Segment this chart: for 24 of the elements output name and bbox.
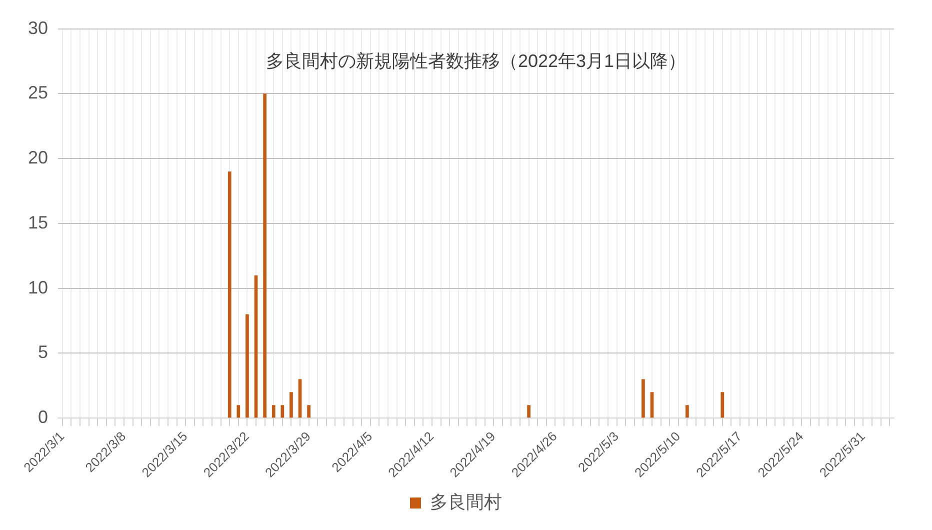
y-tick-label: 10 — [28, 277, 48, 298]
bar — [290, 392, 293, 418]
bar — [527, 405, 530, 418]
bar — [298, 379, 302, 418]
legend-label: 多良間村 — [430, 492, 502, 512]
y-tick-label: 25 — [28, 82, 48, 103]
y-tick-label: 20 — [28, 148, 48, 168]
text: 多良間村の新規陽性者数推移（2022年3月1日以降） — [266, 50, 686, 71]
y-tick-label: 15 — [28, 212, 48, 232]
bar — [246, 314, 249, 418]
bar — [272, 405, 276, 418]
bar — [280, 405, 284, 418]
y-tick-label: 5 — [38, 342, 48, 362]
bar — [307, 405, 310, 418]
bar — [642, 379, 645, 418]
bar — [686, 405, 689, 418]
bar — [254, 275, 258, 418]
y-tick-label: 30 — [28, 18, 48, 38]
y-tick-label: 0 — [38, 407, 48, 428]
bar — [263, 94, 266, 418]
bar — [228, 172, 232, 418]
bar — [720, 392, 724, 418]
bar — [236, 405, 240, 418]
bar — [650, 392, 654, 418]
